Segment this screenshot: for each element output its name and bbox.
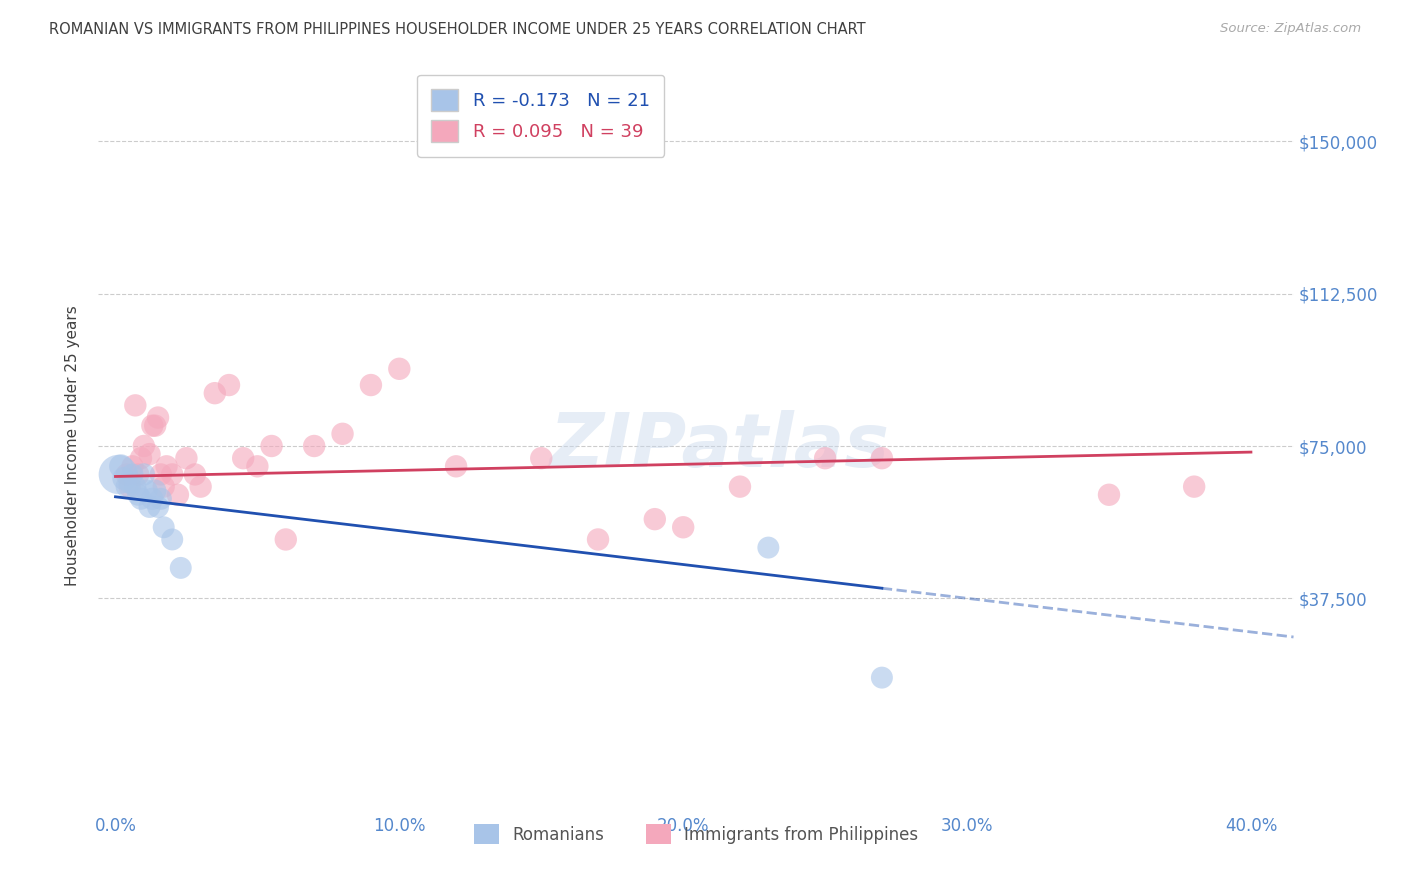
- Point: [190, 480, 212, 494]
- Text: Source: ZipAtlas.com: Source: ZipAtlas.com: [1220, 22, 1361, 36]
- Point: [152, 480, 174, 494]
- Point: [167, 488, 190, 502]
- Point: [728, 480, 751, 494]
- Point: [176, 451, 198, 466]
- Point: [112, 471, 135, 485]
- Point: [141, 418, 163, 433]
- Point: [110, 459, 132, 474]
- Point: [129, 491, 152, 506]
- Point: [152, 520, 174, 534]
- Point: [170, 561, 193, 575]
- Point: [118, 475, 141, 490]
- Point: [246, 459, 269, 474]
- Point: [146, 410, 169, 425]
- Point: [121, 459, 143, 474]
- Point: [160, 467, 183, 482]
- Point: [218, 378, 240, 392]
- Point: [132, 439, 155, 453]
- Legend: Romanians, Immigrants from Philippines: Romanians, Immigrants from Philippines: [467, 817, 925, 851]
- Point: [132, 467, 155, 482]
- Point: [115, 480, 138, 494]
- Point: [149, 467, 172, 482]
- Point: [149, 491, 172, 506]
- Point: [644, 512, 666, 526]
- Point: [204, 386, 226, 401]
- Point: [444, 459, 467, 474]
- Point: [143, 418, 166, 433]
- Point: [143, 483, 166, 498]
- Point: [127, 488, 149, 502]
- Point: [530, 451, 553, 466]
- Text: ROMANIAN VS IMMIGRANTS FROM PHILIPPINES HOUSEHOLDER INCOME UNDER 25 YEARS CORREL: ROMANIAN VS IMMIGRANTS FROM PHILIPPINES …: [49, 22, 866, 37]
- Point: [260, 439, 283, 453]
- Point: [124, 398, 146, 412]
- Point: [302, 439, 325, 453]
- Point: [332, 426, 354, 441]
- Point: [121, 467, 143, 482]
- Y-axis label: Householder Income Under 25 years: Householder Income Under 25 years: [65, 306, 80, 586]
- Point: [138, 447, 160, 461]
- Point: [672, 520, 695, 534]
- Point: [107, 467, 129, 482]
- Point: [184, 467, 207, 482]
- Point: [138, 500, 160, 514]
- Point: [135, 483, 157, 498]
- Point: [274, 533, 297, 547]
- Point: [124, 480, 146, 494]
- Point: [360, 378, 382, 392]
- Point: [160, 533, 183, 547]
- Point: [814, 451, 837, 466]
- Point: [115, 467, 138, 482]
- Point: [1098, 488, 1121, 502]
- Point: [756, 541, 779, 555]
- Point: [141, 491, 163, 506]
- Point: [388, 361, 411, 376]
- Point: [155, 459, 177, 474]
- Point: [146, 500, 169, 514]
- Point: [870, 451, 893, 466]
- Point: [127, 467, 149, 482]
- Point: [232, 451, 254, 466]
- Point: [118, 480, 141, 494]
- Point: [586, 533, 609, 547]
- Point: [870, 671, 893, 685]
- Point: [1182, 480, 1205, 494]
- Point: [129, 451, 152, 466]
- Text: ZIPatlas: ZIPatlas: [550, 409, 890, 483]
